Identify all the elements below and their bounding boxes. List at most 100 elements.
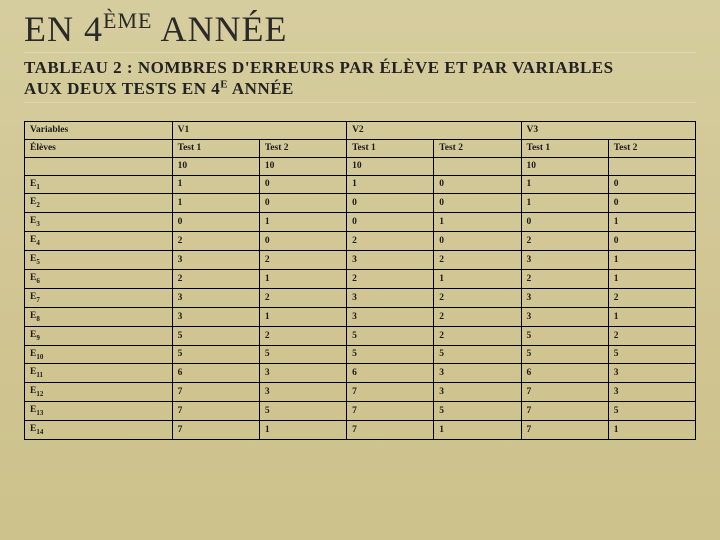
- cell-value: 3: [521, 307, 608, 326]
- cell-value: 0: [172, 213, 259, 232]
- header-eleves: Élèves: [25, 139, 173, 157]
- row-label: E6: [25, 269, 173, 288]
- title-sup: ÈME: [103, 8, 152, 33]
- cell-value: 0: [434, 232, 521, 251]
- cell-value: 1: [172, 175, 259, 194]
- header-blank: [25, 157, 173, 175]
- cell-value: 0: [259, 175, 346, 194]
- cell-value: 3: [172, 251, 259, 270]
- header-test: Test 1: [347, 139, 434, 157]
- cell-value: 6: [347, 364, 434, 383]
- header-group: V2: [347, 121, 521, 139]
- cell-value: 1: [434, 421, 521, 440]
- cell-value: 0: [434, 175, 521, 194]
- table-row: E14717171: [25, 421, 696, 440]
- cell-value: 1: [434, 269, 521, 288]
- cell-value: 0: [259, 194, 346, 213]
- header-ten: [608, 157, 695, 175]
- header-test: Test 1: [172, 139, 259, 157]
- cell-value: 1: [521, 194, 608, 213]
- header-test: Test 2: [608, 139, 695, 157]
- cell-value: 2: [434, 307, 521, 326]
- cell-value: 3: [521, 251, 608, 270]
- row-label: E9: [25, 326, 173, 345]
- table-row: E10555555: [25, 345, 696, 364]
- cell-value: 3: [608, 383, 695, 402]
- errors-table: VariablesV1V2V3ÉlèvesTest 1Test 2Test 1T…: [24, 121, 696, 440]
- header-group: V1: [172, 121, 346, 139]
- cell-value: 3: [347, 307, 434, 326]
- cell-value: 1: [259, 307, 346, 326]
- row-label: E13: [25, 402, 173, 421]
- header-variables: Variables: [25, 121, 173, 139]
- cell-value: 1: [347, 175, 434, 194]
- cell-value: 2: [172, 232, 259, 251]
- cell-value: 1: [172, 194, 259, 213]
- table-row: E2100010: [25, 194, 696, 213]
- cell-value: 0: [521, 213, 608, 232]
- cell-value: 1: [259, 213, 346, 232]
- row-label: E14: [25, 421, 173, 440]
- cell-value: 1: [521, 175, 608, 194]
- cell-value: 7: [172, 383, 259, 402]
- cell-value: 1: [434, 213, 521, 232]
- table-row: E5323231: [25, 251, 696, 270]
- cell-value: 2: [434, 326, 521, 345]
- cell-value: 7: [172, 402, 259, 421]
- cell-value: 3: [434, 383, 521, 402]
- cell-value: 1: [608, 307, 695, 326]
- cell-value: 2: [434, 288, 521, 307]
- page-title: EN 4ÈME ANNÉE: [24, 8, 696, 53]
- header-ten: 10: [521, 157, 608, 175]
- header-group: V3: [521, 121, 696, 139]
- cell-value: 2: [608, 288, 695, 307]
- table-row: VariablesV1V2V3: [25, 121, 696, 139]
- cell-value: 2: [347, 232, 434, 251]
- table-row: E12737373: [25, 383, 696, 402]
- cell-value: 2: [434, 251, 521, 270]
- cell-value: 0: [434, 194, 521, 213]
- cell-value: 0: [608, 175, 695, 194]
- cell-value: 7: [172, 421, 259, 440]
- table-row: 10101010: [25, 157, 696, 175]
- cell-value: 1: [608, 421, 695, 440]
- subtitle-line1: TABLEAU 2 : NOMBRES D'ERREURS PAR ÉLÈVE …: [24, 58, 614, 77]
- cell-value: 6: [172, 364, 259, 383]
- table-row: E11636363: [25, 364, 696, 383]
- header-ten: [434, 157, 521, 175]
- cell-value: 3: [434, 364, 521, 383]
- table-row: E4202020: [25, 232, 696, 251]
- cell-value: 7: [521, 383, 608, 402]
- cell-value: 5: [521, 326, 608, 345]
- subtitle-line2a: AUX DEUX TESTS EN 4: [24, 79, 220, 98]
- table-row: E13757575: [25, 402, 696, 421]
- subtitle-line2-sup: E: [220, 79, 228, 91]
- cell-value: 3: [259, 364, 346, 383]
- cell-value: 1: [608, 269, 695, 288]
- cell-value: 3: [172, 307, 259, 326]
- cell-value: 5: [521, 345, 608, 364]
- table-row: E8313231: [25, 307, 696, 326]
- cell-value: 0: [608, 194, 695, 213]
- cell-value: 3: [608, 364, 695, 383]
- cell-value: 2: [608, 326, 695, 345]
- cell-value: 3: [172, 288, 259, 307]
- cell-value: 0: [259, 232, 346, 251]
- cell-value: 7: [521, 421, 608, 440]
- cell-value: 3: [347, 251, 434, 270]
- cell-value: 3: [521, 288, 608, 307]
- cell-value: 5: [172, 345, 259, 364]
- cell-value: 5: [172, 326, 259, 345]
- cell-value: 2: [521, 269, 608, 288]
- row-label: E4: [25, 232, 173, 251]
- cell-value: 0: [347, 194, 434, 213]
- cell-value: 2: [172, 269, 259, 288]
- title-post: ANNÉE: [152, 9, 287, 49]
- cell-value: 2: [521, 232, 608, 251]
- header-test: Test 2: [434, 139, 521, 157]
- table-row: E1101010: [25, 175, 696, 194]
- cell-value: 3: [347, 288, 434, 307]
- row-label: E11: [25, 364, 173, 383]
- subtitle-line2b: ANNÉE: [228, 79, 294, 98]
- row-label: E3: [25, 213, 173, 232]
